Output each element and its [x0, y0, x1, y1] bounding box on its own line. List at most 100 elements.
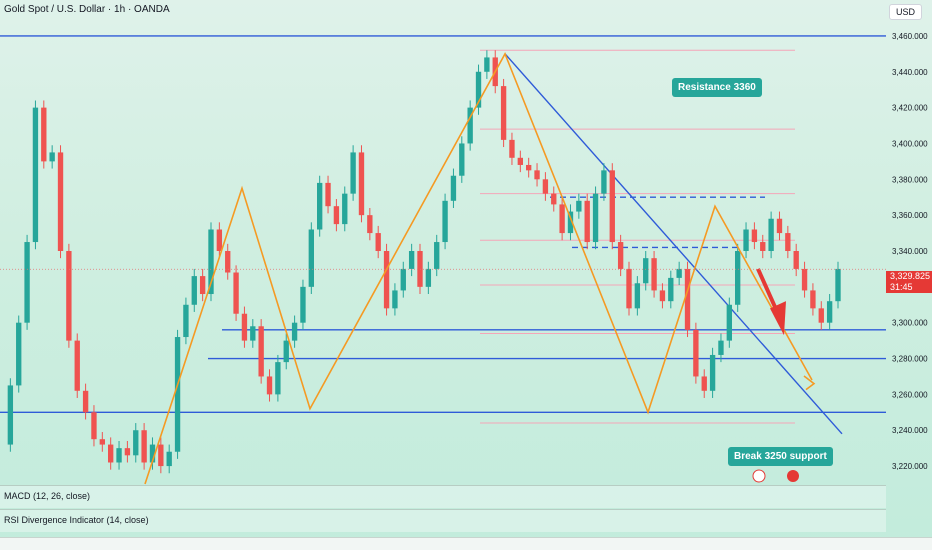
candle-body-46 — [383, 251, 390, 309]
candle-body-49 — [408, 251, 415, 269]
candle-body-3 — [24, 242, 30, 323]
y-tick-label-11: 3,240.000 — [892, 426, 928, 435]
candle-body-18 — [149, 444, 156, 463]
candle-body-27 — [225, 251, 231, 273]
candle-body-21 — [174, 337, 181, 452]
trend-line — [504, 53, 843, 435]
candle-body-55 — [459, 143, 465, 176]
candle-body-47 — [392, 290, 398, 309]
support-callout: Break 3250 support — [728, 447, 833, 466]
y-tick-label-0: 3,460.000 — [892, 32, 928, 41]
candle-body-92 — [768, 218, 774, 251]
candle-body-63 — [526, 164, 532, 171]
candle-body-37 — [308, 229, 314, 287]
candle-body-16 — [133, 430, 139, 456]
candle-body-30 — [250, 326, 256, 341]
candle-body-98 — [818, 308, 824, 323]
rsi-pane[interactable]: RSI Divergence Indicator (14, close) — [0, 509, 886, 532]
candle-body-69 — [576, 200, 582, 212]
candle-body-9 — [74, 340, 80, 391]
candle-body-42 — [350, 152, 356, 194]
y-tick-label-10: 3,260.000 — [892, 390, 928, 399]
candle-body-23 — [191, 276, 197, 305]
candle-body-58 — [484, 57, 490, 72]
candle-body-15 — [124, 448, 131, 456]
candle-body-65 — [542, 179, 549, 194]
candle-body-89 — [743, 229, 749, 251]
candle-body-22 — [183, 304, 189, 338]
candle-body-4 — [32, 107, 39, 243]
y-tick-label-8: 3,300.000 — [892, 319, 928, 328]
candle-body-60 — [500, 86, 507, 140]
symbol-title: Gold Spot / U.S. Dollar · 1h · OANDA — [4, 4, 170, 15]
y-tick-label-6: 3,340.000 — [892, 247, 928, 256]
candle-body-77 — [643, 258, 649, 284]
event-icon-lightning — [752, 469, 766, 483]
candle-body-1 — [7, 385, 14, 445]
candle-body-73 — [609, 170, 615, 243]
candle-body-54 — [450, 175, 457, 201]
projection-arrow-head — [770, 301, 786, 336]
candle-body-78 — [651, 258, 657, 291]
event-icon-us-flag — [787, 470, 799, 482]
candle-body-66 — [551, 193, 557, 205]
candle-body-36 — [300, 286, 306, 323]
candle-body-93 — [776, 218, 783, 234]
candle-body-56 — [467, 107, 473, 144]
candle-body-87 — [726, 304, 732, 341]
candle-body-29 — [241, 313, 248, 341]
macd-pane[interactable]: MACD (12, 26, close) — [0, 485, 886, 508]
candle-body-91 — [760, 242, 766, 251]
candle-body-75 — [626, 268, 632, 309]
candle-body-67 — [559, 204, 565, 234]
candle-body-99 — [826, 301, 833, 323]
y-tick-label-5: 3,360.000 — [892, 211, 928, 220]
candle-body-76 — [634, 283, 641, 309]
candle-body-90 — [751, 229, 758, 243]
candle-body-38 — [317, 182, 323, 230]
candle-body-100 — [835, 268, 841, 302]
candle-body-35 — [291, 322, 298, 341]
candle-body-94 — [785, 233, 791, 251]
candle-body-34 — [283, 340, 289, 363]
candle-body-61 — [509, 139, 515, 158]
zigzag-arrowhead — [803, 375, 816, 391]
candle-body-72 — [601, 170, 607, 194]
candle-body-84 — [701, 376, 707, 391]
candle-body-82 — [684, 268, 691, 330]
candle-body-33 — [275, 362, 281, 395]
candle-body-26 — [216, 229, 223, 251]
candle-body-52 — [434, 242, 440, 269]
candle-body-44 — [367, 215, 373, 234]
time-axis[interactable] — [0, 537, 932, 550]
candle-body-2 — [16, 322, 22, 386]
candle-body-68 — [567, 211, 574, 234]
candle-body-11 — [91, 412, 97, 440]
candle-body-10 — [82, 390, 89, 413]
currency-button[interactable]: USD — [888, 4, 922, 20]
candle-body-96 — [801, 268, 808, 291]
candle-body-57 — [475, 71, 482, 108]
y-tick-label-12: 3,220.000 — [892, 462, 928, 471]
y-tick-label-2: 3,420.000 — [892, 104, 928, 113]
rsi-label: RSI Divergence Indicator (14, close) — [4, 515, 149, 525]
countdown-timer: 31:45 — [890, 282, 913, 292]
candle-body-19 — [158, 444, 164, 467]
candle-body-13 — [108, 444, 114, 463]
candle-body-20 — [166, 451, 172, 467]
y-tick-label-1: 3,440.000 — [892, 68, 928, 77]
candle-body-86 — [718, 340, 724, 355]
candle-body-17 — [141, 430, 147, 463]
y-tick-label-3: 3,400.000 — [892, 139, 928, 148]
candle-body-81 — [676, 268, 682, 278]
candle-body-39 — [325, 182, 331, 207]
candle-body-48 — [400, 268, 406, 291]
candle-body-6 — [49, 152, 55, 162]
current-price-value: 3,329.825 — [890, 271, 931, 281]
zigzag-pattern — [144, 51, 813, 485]
candle-body-24 — [199, 276, 206, 295]
candle-body-79 — [659, 290, 666, 302]
candle-body-53 — [442, 200, 448, 243]
candle-body-43 — [358, 152, 365, 216]
